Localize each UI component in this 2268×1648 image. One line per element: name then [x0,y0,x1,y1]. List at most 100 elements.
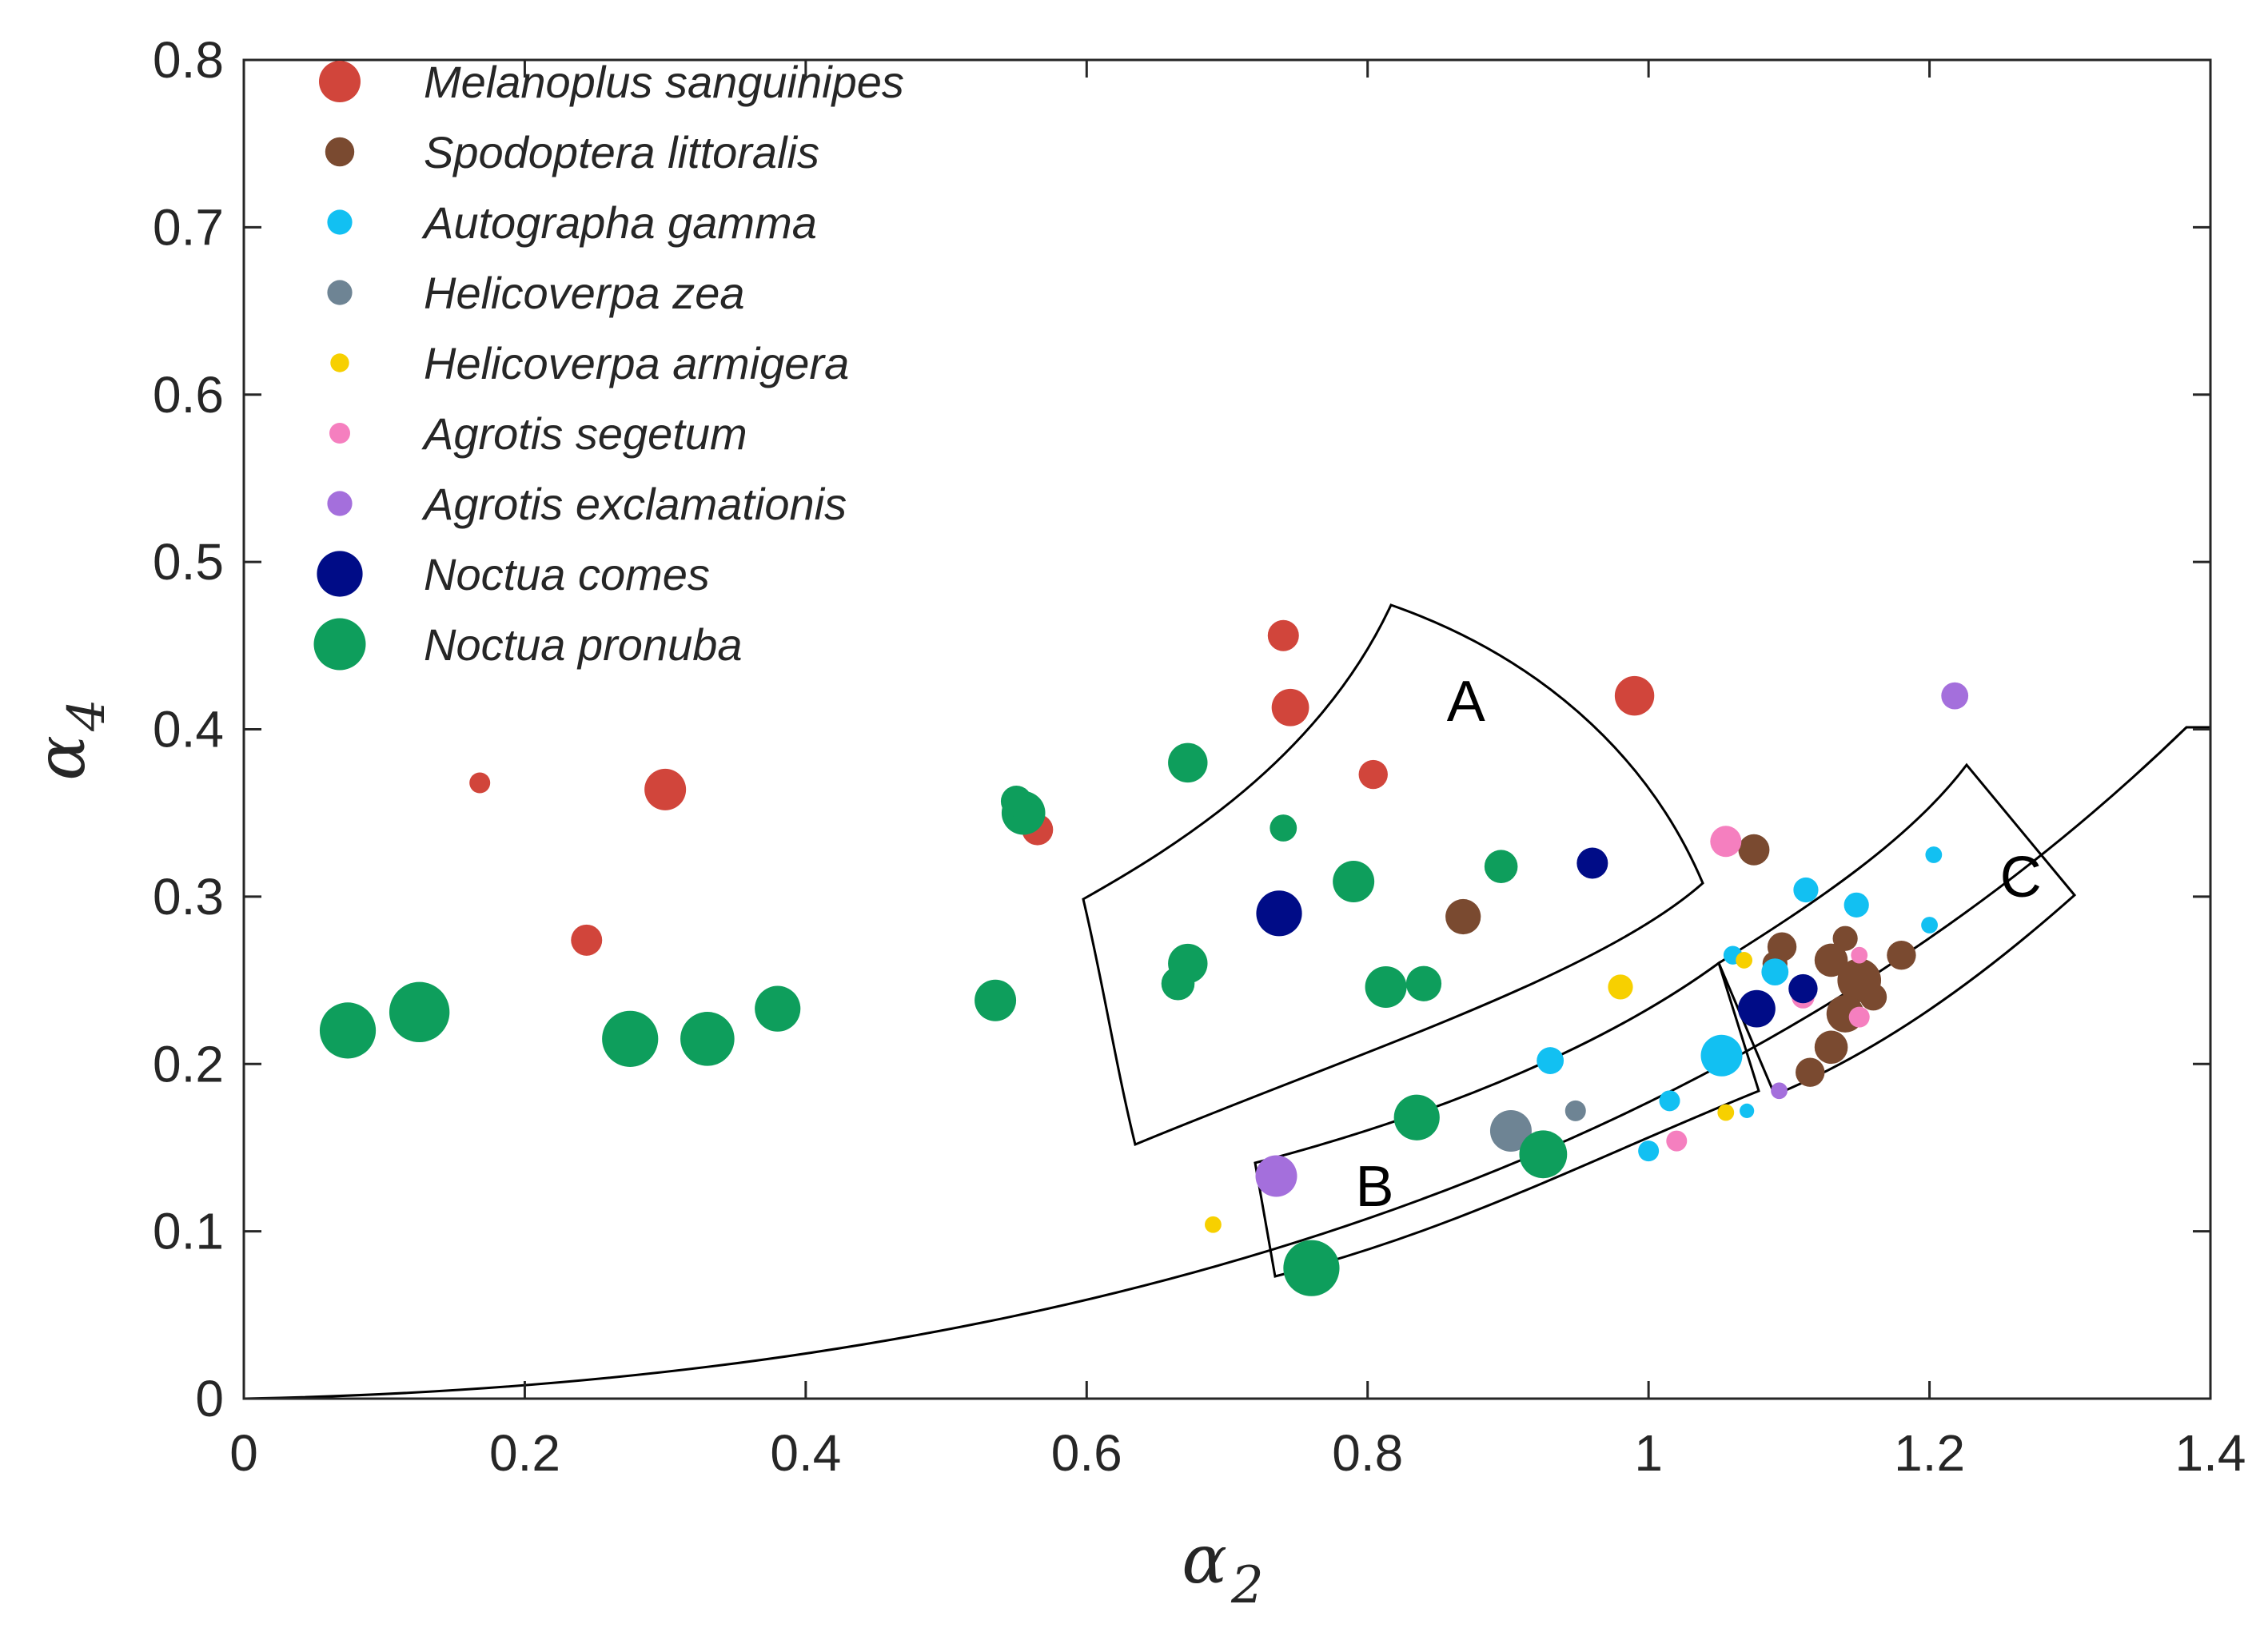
data-point-agrotis-exclamationis [1771,1082,1788,1100]
legend-label-melanoplus-sanguinipes: Melanoplus sanguinipes [424,57,904,107]
legend-marker-noctua-comes [317,551,363,597]
y-tick-label: 0.4 [153,701,224,758]
data-point-autographa-gamma [1659,1090,1680,1112]
region-c-outline [1717,762,2077,1097]
data-point-noctua-pronuba [1333,861,1375,903]
data-point-spodoptera-littoralis [1832,926,1858,951]
legend-label-autographa-gamma: Autographa gamma [421,197,817,248]
legend-label-helicoverpa-zea: Helicoverpa zea [424,268,745,318]
legend-marker-spodoptera-littoralis [325,137,355,167]
region-outlines [243,603,2210,1400]
data-point-autographa-gamma [1843,892,1869,918]
region-labels: A B C [1355,670,2041,1219]
legend-label-agrotis-exclamationis: Agrotis exclamationis [421,479,847,529]
data-point-noctua-pronuba [1161,966,1195,1001]
legend: Melanoplus sanguinipes Spodoptera littora… [313,57,904,671]
data-point-melanoplus-sanguinipes [644,768,687,810]
data-point-helicoverpa-armigera [1608,974,1633,1000]
x-tick-label: 1.2 [1894,1424,1965,1482]
data-point-noctua-pronuba [1000,786,1032,818]
data-point-noctua-pronuba [1393,1094,1440,1140]
data-point-agrotis-segetum [1848,1006,1870,1028]
legend-marker-noctua-pronuba [313,618,366,671]
data-point-noctua-pronuba [1270,814,1297,842]
boundary-curve [243,726,2210,1400]
y-tick-label: 0.2 [153,1035,224,1093]
y-tick-label: 0.1 [153,1203,224,1260]
region-a-outline [1082,603,1704,1147]
data-point-spodoptera-littoralis [1859,983,1887,1011]
data-point-noctua-pronuba [755,985,801,1032]
data-point-noctua-pronuba [680,1012,735,1066]
x-axis: 0 0.2 0.4 0.6 0.8 1 1.2 1.4 [229,60,2246,1482]
data-point-noctua-pronuba [1283,1240,1340,1296]
x-tick-label: 0.4 [770,1424,841,1482]
legend-label-noctua-comes: Noctua comes [424,549,710,599]
data-point-autographa-gamma [1638,1140,1660,1162]
y-axis-label-group: α 4 [22,699,117,780]
x-tick-label: 0.6 [1051,1424,1122,1482]
data-point-autographa-gamma [1921,917,1938,933]
data-point-spodoptera-littoralis [1814,1030,1848,1065]
data-point-agrotis-segetum [1710,826,1742,858]
data-point-melanoplus-sanguinipes [469,772,491,794]
data-point-noctua-comes [1256,890,1302,937]
data-point-noctua-pronuba [975,979,1017,1021]
data-point-autographa-gamma [1537,1047,1564,1074]
data-point-spodoptera-littoralis [1445,898,1481,935]
data-point-melanoplus-sanguinipes [1271,688,1309,726]
region-label-a: A [1447,670,1485,734]
data-point-spodoptera-littoralis [1738,834,1770,866]
data-point-autographa-gamma [1740,1103,1755,1118]
y-axis-label: α [22,735,100,781]
data-point-noctua-pronuba [319,1002,377,1059]
y-tick-label: 0 [195,1370,224,1427]
y-tick-label: 0.3 [153,868,224,926]
data-point-noctua-comes [1738,989,1776,1028]
data-point-agrotis-exclamationis [1255,1155,1297,1197]
data-point-autographa-gamma [1925,846,1943,863]
data-point-noctua-comes [1788,973,1818,1004]
data-point-agrotis-segetum [1666,1130,1688,1152]
y-tick-label: 0.5 [153,533,224,591]
legend-marker-autographa-gamma [327,209,353,235]
legend-label-spodoptera-littoralis: Spodoptera littoralis [424,127,819,177]
x-axis-label: α [1182,1520,1227,1598]
data-point-helicoverpa-zea [1564,1100,1586,1121]
data-point-melanoplus-sanguinipes [1267,619,1299,651]
data-point-noctua-pronuba [1405,965,1442,1001]
data-point-noctua-pronuba [602,1010,659,1067]
region-label-c: C [2000,846,2042,910]
data-point-melanoplus-sanguinipes [1358,759,1388,790]
x-tick-label: 1 [1634,1424,1663,1482]
legend-marker-helicoverpa-armigera [330,353,349,372]
data-point-helicoverpa-armigera [1205,1216,1222,1233]
data-point-agrotis-segetum [1851,946,1868,964]
x-axis-label-subscript: 2 [1230,1556,1264,1615]
y-tick-label: 0.7 [153,198,224,256]
x-tick-label: 1.4 [2175,1424,2246,1482]
plot-background [244,60,2210,1399]
y-tick-label: 0.8 [153,31,224,89]
data-point-noctua-comes [1576,847,1608,879]
data-point-spodoptera-littoralis [1814,943,1848,977]
data-point-melanoplus-sanguinipes [571,924,603,956]
y-tick-label: 0.6 [153,366,224,424]
region-label-b: B [1355,1155,1393,1219]
legend-label-agrotis-segetum: Agrotis segetum [421,408,747,459]
data-point-autographa-gamma [1700,1034,1743,1077]
data-points [319,619,1969,1296]
data-point-noctua-pronuba [1365,965,1407,1008]
data-point-noctua-pronuba [389,981,450,1043]
data-point-helicoverpa-zea [1489,1110,1532,1152]
data-point-noctua-pronuba [1519,1130,1568,1179]
data-point-autographa-gamma [1793,877,1819,903]
region-b-outline [1254,961,1760,1278]
x-tick-label: 0 [229,1424,258,1482]
legend-marker-agrotis-exclamationis [327,491,353,516]
data-point-noctua-pronuba [1484,850,1518,883]
data-point-spodoptera-littoralis [1796,1057,1825,1087]
data-point-helicoverpa-armigera [1736,952,1753,969]
legend-marker-helicoverpa-zea [327,280,353,305]
